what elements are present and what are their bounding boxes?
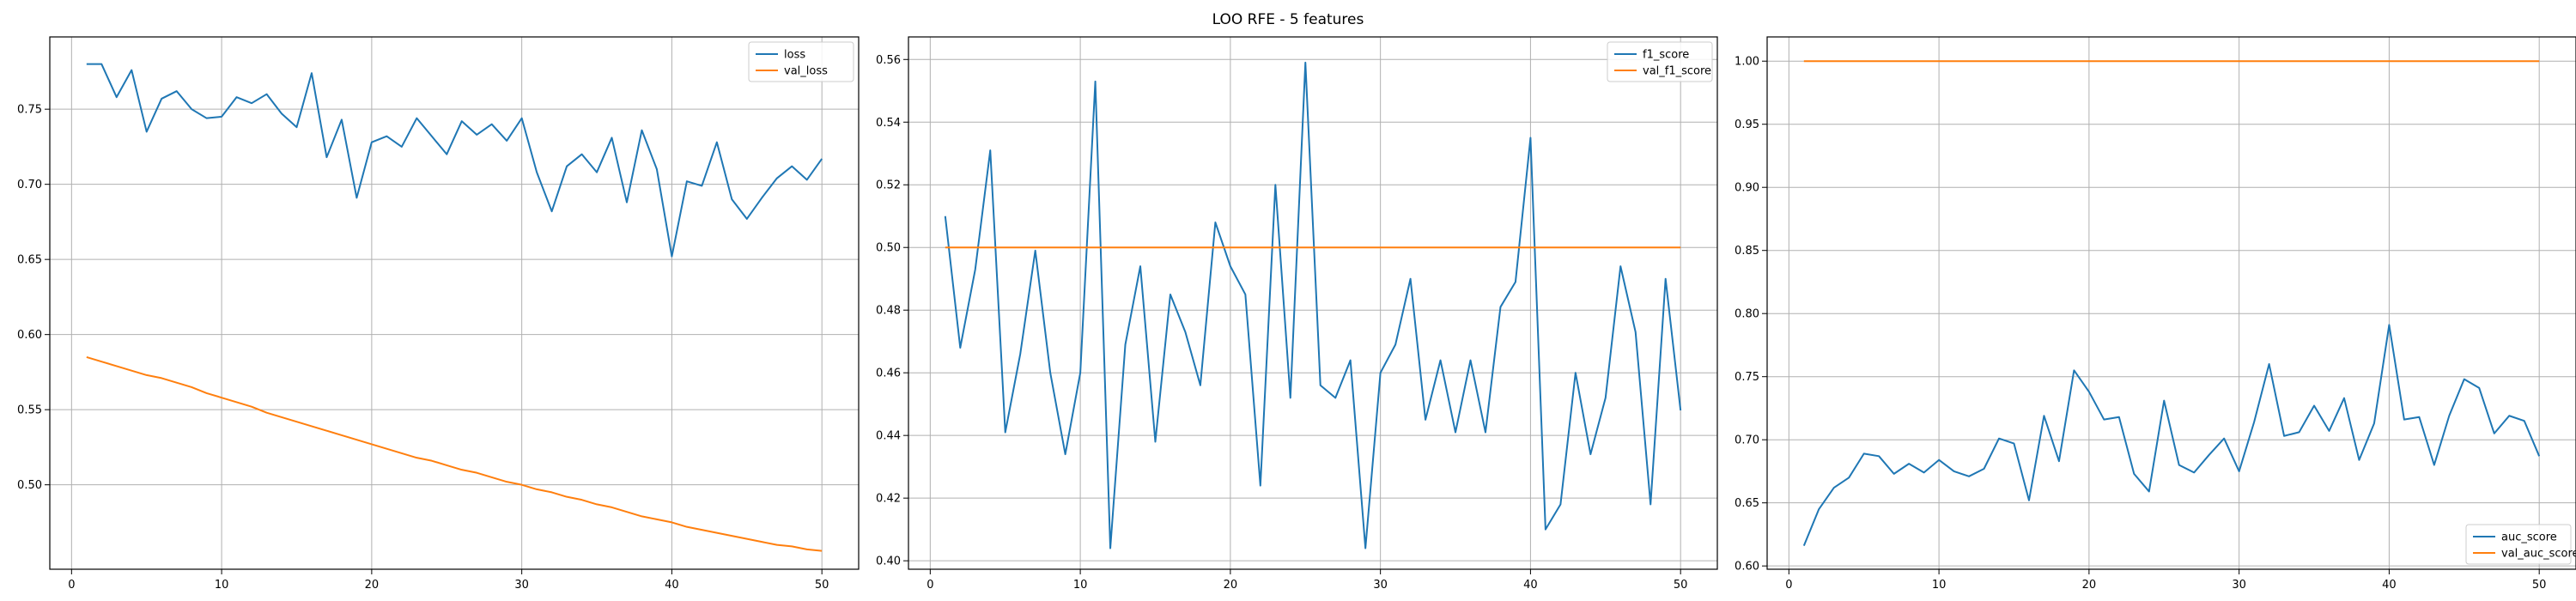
- chart-2-xtick-label: 10: [1073, 579, 1088, 592]
- chart-3-xtick-label: 10: [1932, 579, 1947, 592]
- chart-1-legend: loss val_loss: [748, 41, 854, 82]
- chart-3-series-auc-score: [1802, 324, 2541, 547]
- figure-title: LOO RFE - 5 features: [1212, 11, 1364, 28]
- chart-1-ytick-label: 0.60: [17, 329, 42, 342]
- chart-3-ytick-label: 0.85: [1735, 245, 1759, 258]
- chart-1: 0 10 20 30 40 50 0.50 0.55 0.60 0.65 0.70 0.75 loss v…: [17, 36, 860, 592]
- chart-1-xtick-label: 20: [365, 579, 380, 592]
- chart-1-legend-box: [748, 41, 854, 82]
- chart-1-xtick-label: 40: [665, 579, 679, 592]
- chart-2-legend: f1_score val_f1_score: [1607, 41, 1713, 82]
- chart-3-xtick-label: 50: [2532, 579, 2547, 592]
- chart-1-ytick-label: 0.55: [17, 404, 42, 417]
- chart-2-xtick-label: 50: [1674, 579, 1688, 592]
- chart-1-ytick-label: 0.65: [17, 254, 42, 267]
- chart-1-series-loss: [86, 63, 823, 258]
- chart-1-xtick-label: 0: [68, 579, 75, 592]
- chart-2-xtick-label: 40: [1523, 579, 1538, 592]
- chart-2-legend-label: val_f1_score: [1643, 65, 1711, 78]
- chart-3-ytick-label: 0.90: [1735, 182, 1759, 195]
- chart-2-ytick-label: 0.48: [876, 305, 901, 318]
- chart-2-series-f1-score: [944, 61, 1682, 549]
- chart-3-xtick-label: 20: [2082, 579, 2097, 592]
- chart-2-ytick-label: 0.40: [876, 555, 901, 568]
- chart-3-ytick-label: 0.80: [1735, 308, 1759, 321]
- chart-3-xtick-label: 0: [1785, 579, 1792, 592]
- chart-1-axes-frame: [49, 36, 860, 570]
- chart-2-xtick-label: 0: [927, 579, 933, 592]
- chart-2-ytick-label: 0.46: [876, 367, 901, 380]
- chart-2-legend-label: f1_score: [1643, 49, 1689, 62]
- chart-3-legend: auc_score val_auc_score: [2465, 524, 2576, 565]
- chart-3: 0 10 20 30 40 50 0.60 0.65 0.70 0.75 0.80 0.85 0.90 0…: [1735, 36, 2576, 592]
- chart-3-legend-label: val_auc_score: [2501, 548, 2576, 561]
- chart-2-ytick-label: 0.42: [876, 493, 901, 506]
- chart-2-axes-frame: [908, 36, 1718, 570]
- chart-2-ytick-label: 0.50: [876, 242, 901, 255]
- chart-3-legend-label: auc_score: [2501, 531, 2557, 544]
- chart-1-series-val-loss: [86, 355, 823, 552]
- chart-1-ytick-label: 0.50: [17, 479, 42, 492]
- chart-2-legend-box: [1607, 41, 1713, 82]
- chart-1-ytick-label: 0.70: [17, 179, 42, 191]
- chart-2-ytick-label: 0.44: [876, 430, 901, 443]
- chart-2-xtick-label: 20: [1224, 579, 1238, 592]
- chart-1-ytick-label: 0.75: [17, 104, 42, 117]
- chart-2-ytick-label: 0.52: [876, 179, 901, 192]
- chart-3-ytick-label: 1.00: [1735, 56, 1759, 69]
- chart-1-legend-label: val_loss: [784, 65, 828, 78]
- chart-3-axes-frame: [1766, 36, 2576, 570]
- chart-1-xtick-label: 50: [815, 579, 829, 592]
- chart-3-ytick-label: 0.70: [1735, 434, 1759, 447]
- chart-2-ytick-label: 0.54: [876, 117, 901, 130]
- chart-3-legend-box: [2465, 524, 2572, 565]
- chart-3-ytick-label: 0.95: [1735, 118, 1759, 131]
- chart-3-ytick-label: 0.60: [1735, 561, 1759, 574]
- chart-1-legend-label: loss: [784, 49, 805, 62]
- chart-3-ytick-label: 0.65: [1735, 497, 1759, 510]
- chart-3-ytick-label: 0.75: [1735, 371, 1759, 384]
- chart-1-xtick-label: 30: [514, 579, 529, 592]
- chart-1-xtick-label: 10: [215, 579, 229, 592]
- chart-2: 0 10 20 30 40 50 0.40 0.42 0.44 0.46 0.48 0.50 0.52 0…: [876, 36, 1718, 592]
- chart-2-ytick-label: 0.56: [876, 54, 901, 67]
- chart-3-xtick-label: 30: [2232, 579, 2246, 592]
- chart-3-xtick-label: 40: [2382, 579, 2397, 592]
- chart-2-xtick-label: 30: [1373, 579, 1388, 592]
